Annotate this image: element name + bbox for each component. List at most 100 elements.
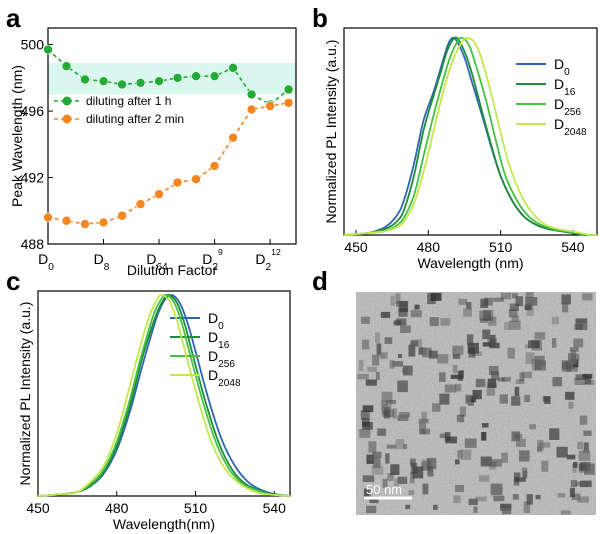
nanocrystal — [445, 436, 457, 444]
nanocrystal — [575, 374, 587, 380]
legend-label: D0 — [208, 310, 224, 332]
nanocrystal — [569, 487, 575, 498]
y-axis-label: Peak Wavelength (nm) — [9, 65, 25, 207]
nanocrystal — [583, 442, 589, 451]
nanocrystal — [482, 309, 494, 321]
y-tick-label: 492 — [21, 170, 45, 186]
nanocrystal — [432, 403, 441, 412]
nanocrystal — [501, 377, 511, 382]
nanocrystal — [418, 347, 424, 355]
nanocrystal — [386, 444, 397, 449]
nanocrystal — [444, 384, 457, 393]
nanocrystal — [482, 423, 489, 428]
panel-label-d: d — [312, 266, 328, 296]
nanocrystal — [489, 461, 497, 470]
nanocrystal — [410, 340, 419, 347]
data-point — [228, 132, 238, 143]
data-point — [80, 219, 90, 229]
nanocrystal — [493, 297, 504, 302]
x-tick-label: D0 — [38, 251, 54, 273]
nanocrystal — [525, 352, 535, 364]
legend-marker — [62, 96, 72, 106]
nanocrystal — [375, 332, 380, 344]
x-tick-label: 480 — [417, 239, 441, 255]
nanocrystal — [521, 371, 532, 379]
nanocrystal — [526, 494, 533, 505]
nanocrystal — [390, 464, 400, 475]
nanocrystal — [552, 377, 563, 387]
nanocrystal — [368, 441, 377, 453]
nanocrystal — [578, 463, 587, 471]
nanocrystal — [362, 405, 374, 413]
spectrum-line-2 — [37, 293, 291, 497]
nanocrystal — [428, 350, 438, 359]
y-axis-label: Normalized PL Intensity (a.u.) — [17, 302, 33, 486]
nanocrystal — [392, 408, 397, 419]
nanocrystal-particles — [357, 292, 595, 515]
nanocrystal — [473, 506, 478, 513]
nanocrystal — [375, 371, 380, 381]
nanocrystal — [439, 393, 450, 405]
data-point — [191, 174, 201, 184]
legend-label: D16 — [208, 329, 230, 351]
nanocrystal — [439, 372, 446, 382]
spectrum-line-0 — [37, 294, 291, 497]
nanocrystal — [538, 442, 551, 448]
nanocrystal — [421, 411, 427, 422]
nanocrystal — [483, 297, 493, 306]
nanocrystal — [514, 433, 523, 439]
nanocrystal — [358, 360, 364, 371]
x-tick-label: 510 — [184, 500, 208, 516]
nanocrystal — [398, 308, 408, 317]
data-point — [246, 89, 257, 100]
tem-image-panel: 50 nm — [356, 292, 596, 515]
data-point — [246, 104, 257, 115]
nanocrystal — [392, 361, 403, 367]
nanocrystal — [534, 332, 546, 340]
nanocrystal — [577, 441, 584, 450]
nanocrystal — [366, 454, 374, 464]
data-point — [61, 61, 72, 72]
x-axis-label: Wavelength (nm) — [417, 255, 523, 271]
nanocrystal — [403, 365, 413, 376]
nanocrystal — [524, 394, 530, 402]
nanocrystal — [508, 309, 518, 318]
nanocrystal — [583, 430, 592, 436]
spectrum-line-2 — [343, 36, 598, 237]
nanocrystal — [372, 451, 382, 458]
nanocrystal — [471, 351, 483, 356]
nanocrystal — [362, 422, 373, 430]
nanocrystal — [459, 406, 466, 417]
nanocrystal — [493, 495, 505, 502]
nanocrystal — [579, 415, 588, 425]
nanocrystal — [360, 410, 370, 420]
nanocrystal — [523, 470, 528, 478]
nanocrystal — [452, 365, 458, 374]
data-point — [61, 215, 72, 226]
nanocrystal — [372, 354, 380, 366]
legend-label: D256 — [208, 348, 235, 370]
nanocrystal — [463, 308, 472, 317]
nanocrystal — [397, 476, 408, 484]
nanocrystal — [509, 303, 519, 311]
nanocrystal — [501, 452, 508, 463]
nanocrystal — [551, 316, 559, 325]
nanocrystal — [437, 354, 449, 364]
nanocrystal — [452, 345, 464, 355]
nanocrystal — [577, 496, 589, 503]
data-point — [265, 101, 275, 111]
nanocrystal — [481, 432, 487, 441]
x-tick-label: D212 — [255, 247, 281, 273]
nanocrystal — [433, 504, 438, 510]
nanocrystal — [377, 428, 386, 436]
nanocrystal — [393, 478, 400, 486]
nanocrystal — [566, 361, 578, 372]
nanocrystal — [499, 394, 508, 404]
nanocrystal — [414, 304, 420, 310]
nanocrystal — [376, 343, 382, 355]
nanocrystal — [528, 340, 540, 349]
nanocrystal — [479, 310, 491, 321]
nanocrystal — [409, 472, 415, 484]
nanocrystal — [475, 378, 486, 388]
